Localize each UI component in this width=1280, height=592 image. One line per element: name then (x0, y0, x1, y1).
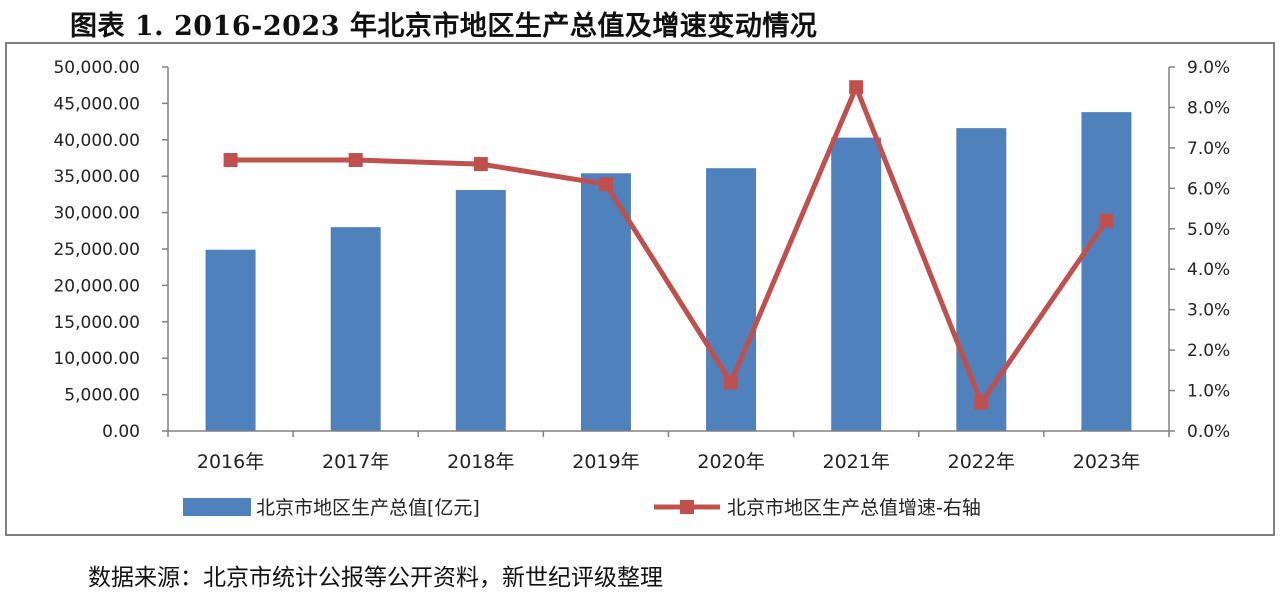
line-series (223, 80, 1114, 410)
bar-2016年 (205, 249, 256, 431)
right-tick-label: 9.0% (1187, 58, 1230, 78)
growth-point-2017年 (348, 153, 363, 168)
bar-2017年 (330, 227, 381, 431)
x-tick-label: 2016年 (197, 451, 264, 473)
left-axis: 0.00 5,000.00 10,000.00 15,000.00 20,000.00 2… (53, 58, 169, 442)
growth-point-2021年 (849, 80, 864, 95)
x-tick-label: 2023年 (1073, 451, 1140, 473)
right-tick-label: 2.0% (1187, 341, 1230, 361)
legend-bar-label: 北京市地区生产总值[亿元] (256, 497, 480, 519)
bar-2023年 (1081, 112, 1132, 432)
x-axis: 2016年 2017年 2018年 2019年 2020年 2021年 2022年 2023年 (167, 430, 1170, 473)
left-tick-label: 35,000.00 (53, 167, 140, 187)
x-tick-label: 2019年 (572, 451, 639, 473)
bar-2019年 (580, 173, 631, 431)
legend-bar-swatch (183, 498, 251, 516)
right-tick-label: 4.0% (1187, 260, 1230, 280)
x-tick-label: 2020年 (697, 451, 764, 473)
bar-2022年 (956, 128, 1007, 432)
left-tick-label: 25,000.00 (53, 240, 140, 260)
bar-2018年 (455, 190, 506, 431)
left-tick-label: 45,000.00 (53, 94, 140, 114)
source-note: 数据来源：北京市统计公报等公开资料，新世纪评级整理 (88, 565, 663, 591)
right-tick-label: 7.0% (1187, 139, 1230, 159)
growth-point-2020年 (724, 375, 739, 390)
growth-point-2016年 (223, 153, 238, 168)
right-tick-label: 5.0% (1187, 220, 1230, 240)
bar-series (205, 112, 1132, 432)
left-tick-label: 30,000.00 (53, 204, 140, 224)
left-tick-label: 10,000.00 (53, 349, 140, 369)
legend-line-label: 北京市地区生产总值增速-右轴 (727, 497, 981, 519)
left-tick-label: 5,000.00 (64, 386, 140, 406)
right-tick-label: 3.0% (1187, 301, 1230, 321)
right-tick-label: 8.0% (1187, 98, 1230, 118)
growth-line (230, 84, 1109, 406)
growth-point-2022年 (974, 395, 989, 410)
left-tick-label: 40,000.00 (53, 131, 140, 151)
right-axis: 0.0% 1.0% 2.0% 3.0% 4.0% 5.0% 6.0% 7.0% 8.0% 9.0% (1168, 58, 1230, 442)
left-tick-label: 15,000.00 (53, 313, 140, 333)
left-tick-label: 0.00 (102, 422, 140, 442)
right-tick-label: 1.0% (1187, 382, 1230, 402)
left-tick-label: 20,000.00 (53, 276, 140, 296)
right-tick-label: 0.0% (1187, 422, 1230, 442)
growth-point-2018年 (473, 157, 488, 172)
legend: 北京市地区生产总值[亿元] 北京市地区生产总值增速-右轴 (183, 497, 981, 519)
figure-title: 图表 1. 2016-2023 年北京市地区生产总值及增速变动情况 (70, 11, 818, 42)
bar-2021年 (831, 137, 882, 431)
bar-2020年 (706, 168, 757, 431)
x-tick-label: 2022年 (948, 451, 1015, 473)
growth-point-2023年 (1099, 213, 1114, 228)
x-tick-label: 2017年 (322, 451, 389, 473)
x-tick-label: 2021年 (823, 451, 890, 473)
legend-line-marker (680, 500, 694, 514)
left-tick-label: 50,000.00 (53, 58, 140, 78)
growth-point-2019年 (598, 177, 613, 192)
right-tick-label: 6.0% (1187, 179, 1230, 199)
x-tick-label: 2018年 (447, 451, 514, 473)
